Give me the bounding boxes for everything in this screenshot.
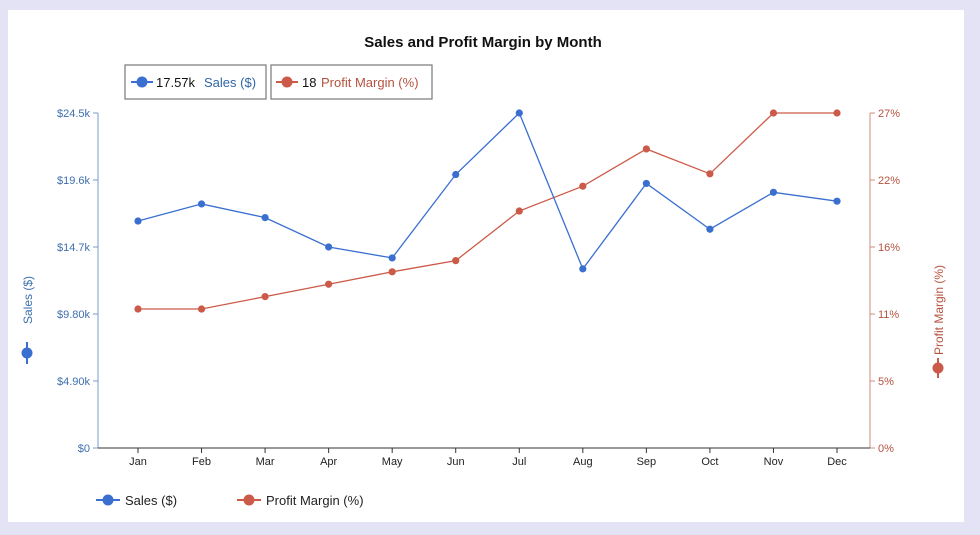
- legend-sales-label: Sales ($): [125, 493, 177, 508]
- sales-line: [137, 111, 838, 271]
- tooltip-sales-label: Sales ($): [204, 75, 256, 90]
- profit-margin-point[interactable]: [134, 305, 142, 313]
- x-tick-label: Aug: [573, 456, 593, 468]
- y-right-tick-label: 27%: [878, 108, 900, 120]
- y-axis-right-title-text: Profit Margin (%): [932, 265, 946, 355]
- y-left-tick-label: $14.7k: [57, 242, 91, 254]
- legend-profit-label: Profit Margin (%): [266, 493, 364, 508]
- x-tick-label: Nov: [764, 456, 784, 468]
- profit-margin-line: [138, 112, 837, 310]
- y-left-tick-label: $0: [78, 443, 90, 455]
- series-profit-margin: [134, 109, 841, 313]
- legend-sales-marker-icon: [102, 494, 114, 506]
- profit-margin-point[interactable]: [642, 145, 650, 153]
- y-left-tick-label: $24.5k: [57, 108, 91, 120]
- tooltip-profit-label: Profit Margin (%): [321, 75, 419, 90]
- y-right-tick-label: 5%: [878, 376, 894, 388]
- x-tick-label: Mar: [256, 456, 275, 468]
- y-right-tick-label: 0%: [878, 443, 894, 455]
- profit-margin-point[interactable]: [452, 257, 460, 265]
- x-tick-label: Jan: [129, 456, 147, 468]
- sales-point[interactable]: [642, 179, 650, 188]
- sales-point[interactable]: [134, 217, 142, 225]
- profit-margin-point[interactable]: [579, 182, 587, 190]
- sales-point[interactable]: [197, 200, 206, 208]
- chart-frame: Sales and Profit Margin by Month 17.57k …: [8, 10, 964, 522]
- y-axis-left-title-text: Sales ($): [21, 276, 35, 324]
- x-tick-label: Jun: [447, 456, 465, 468]
- tooltip-profit: 18 Profit Margin (%): [270, 64, 433, 100]
- profit-margin-point[interactable]: [325, 280, 333, 288]
- profit-margin-point[interactable]: [769, 109, 778, 117]
- x-tick-label: May: [382, 456, 403, 468]
- tooltip-profit-marker-icon: [281, 76, 293, 88]
- profit-margin-point[interactable]: [706, 170, 714, 178]
- x-tick-label: Oct: [701, 456, 718, 468]
- y-axis-right-ticks: 0% 5% 11% 16% 22% 27%: [870, 108, 900, 455]
- x-tick-label: Apr: [320, 456, 337, 468]
- x-tick-label: Dec: [827, 456, 847, 468]
- y-left-tick-label: $4.90k: [57, 376, 91, 388]
- legend-item-sales[interactable]: Sales ($): [96, 493, 177, 508]
- y-axis-right-title: Profit Margin (%): [932, 265, 946, 378]
- x-tick-label: Sep: [637, 456, 657, 468]
- sales-point[interactable]: [833, 197, 841, 205]
- tooltip-profit-value: 18: [302, 75, 316, 90]
- x-axis-ticks: Jan Feb Mar Apr May Jun Jul Aug Sep Oct Nov Dec: [129, 448, 847, 468]
- profit-margin-point[interactable]: [515, 207, 523, 215]
- profit-margin-point[interactable]: [833, 109, 841, 117]
- y-left-tick-label: $19.6k: [57, 175, 91, 187]
- y-axis-left-ticks: $0 $4.90k $9.80k $14.7k $19.6k $24.5k: [57, 108, 98, 455]
- sales-point[interactable]: [769, 188, 778, 196]
- profit-margin-point[interactable]: [197, 305, 206, 313]
- y-left-tick-label: $9.80k: [57, 309, 91, 321]
- tooltip-sales-value: 17.57k: [156, 75, 196, 90]
- sales-point[interactable]: [579, 265, 587, 273]
- y-right-tick-label: 16%: [878, 242, 900, 254]
- profit-margin-point[interactable]: [261, 293, 269, 301]
- tooltip-sales-marker-icon: [136, 76, 148, 88]
- y-right-tick-label: 11%: [878, 309, 899, 321]
- x-tick-label: Feb: [192, 456, 211, 468]
- profit-margin-point[interactable]: [388, 268, 396, 276]
- tooltip-sales: 17.57k Sales ($): [124, 64, 267, 100]
- chart-svg: Sales and Profit Margin by Month 17.57k …: [21, 34, 946, 508]
- sales-point[interactable]: [706, 225, 714, 233]
- x-tick-label: Jul: [512, 456, 526, 468]
- y-axis-left-title: Sales ($): [21, 276, 35, 364]
- chart-title: Sales and Profit Margin by Month: [364, 34, 602, 51]
- y-axis-left-legend-marker-icon: [21, 347, 33, 359]
- sales-point[interactable]: [325, 243, 333, 251]
- legend: Sales ($) Profit Margin (%): [96, 493, 364, 508]
- y-right-tick-label: 22%: [878, 175, 900, 187]
- sales-point[interactable]: [515, 109, 523, 117]
- sales-point[interactable]: [452, 170, 460, 179]
- y-axis-right-legend-marker-icon: [932, 362, 944, 374]
- sales-point[interactable]: [388, 254, 396, 262]
- legend-item-profit-margin[interactable]: Profit Margin (%): [237, 493, 364, 508]
- series-sales: [134, 109, 841, 273]
- sales-point[interactable]: [261, 214, 269, 222]
- legend-profit-marker-icon: [243, 494, 255, 506]
